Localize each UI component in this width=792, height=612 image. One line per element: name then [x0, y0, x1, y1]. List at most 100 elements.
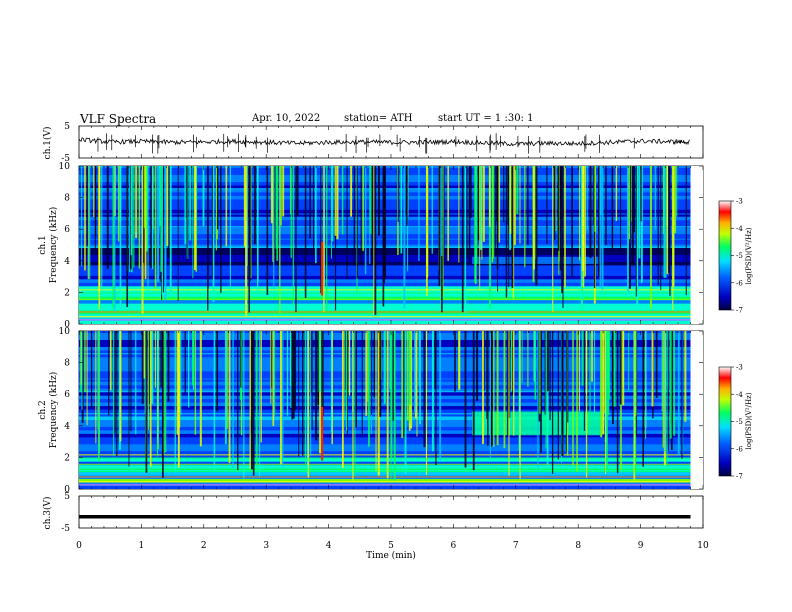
sferic-streak — [503, 331, 506, 449]
sferic-streak — [373, 166, 375, 315]
sferic-streak — [159, 166, 161, 226]
y-tick-label: 6 — [64, 390, 70, 400]
sferic-streak — [546, 166, 548, 244]
sferic-streak — [272, 331, 275, 426]
sferic-streak — [291, 331, 294, 420]
spectrogram-line — [79, 246, 703, 248]
sferic-streak — [270, 331, 273, 388]
sferic-streak — [87, 166, 90, 280]
sferic-streak — [604, 331, 606, 414]
ch1-waveform — [78, 133, 690, 154]
sferic-streak — [309, 166, 311, 239]
spectrogram-line — [79, 316, 703, 318]
sferic-streak — [663, 166, 666, 278]
sferic-streak — [151, 166, 154, 270]
sferic-streak — [567, 331, 569, 423]
sferic-streak — [602, 331, 605, 435]
sferic-streak — [664, 331, 666, 452]
spectrogram-row — [79, 188, 703, 193]
spectrogram-line — [79, 481, 703, 483]
sferic-streak — [666, 331, 668, 468]
spectrogram-row — [79, 216, 703, 221]
sferic-streak — [488, 166, 491, 228]
sferic-streak — [401, 331, 404, 439]
sferic-streak — [128, 331, 130, 467]
spectrogram-row — [79, 223, 703, 228]
sferic-streak — [375, 331, 377, 472]
sferic-streak — [620, 166, 622, 252]
sferic-streak — [546, 331, 549, 465]
sferic-streak — [320, 166, 322, 294]
colorbar-tick-label: -7 — [736, 307, 743, 315]
sferic-streak — [496, 331, 499, 446]
sferic-streak — [245, 166, 248, 316]
spectrogram-line — [79, 311, 703, 313]
sferic-streak — [674, 166, 677, 234]
sferic-streak — [640, 166, 643, 284]
sferic-streak — [377, 331, 380, 476]
sferic-streak — [482, 166, 485, 242]
sferic-streak — [379, 331, 382, 417]
sferic-streak — [552, 166, 554, 312]
x-axis-label: Time (min) — [366, 550, 416, 561]
sferic-streak — [292, 331, 295, 419]
sferic-streak — [176, 331, 179, 435]
sferic-streak — [431, 331, 434, 452]
sferic-streak — [348, 331, 351, 396]
sferic-streak — [164, 166, 167, 301]
spectrogram-row — [79, 292, 703, 297]
sferic-streak — [246, 166, 249, 266]
sferic-streak — [167, 166, 170, 258]
sferic-streak — [393, 331, 396, 481]
sferic-streak — [350, 166, 353, 217]
sferic-streak — [535, 166, 538, 286]
sferic-streak — [164, 331, 167, 453]
ch2-colorbar-label: log(PSD)(V²/Hz) — [745, 392, 753, 449]
spectrogram-row — [79, 296, 703, 301]
colorbar-tick-label: -4 — [736, 391, 743, 399]
spectrogram-row — [79, 289, 703, 294]
sferic-streak — [109, 331, 112, 391]
sferic-streak — [192, 166, 194, 279]
sferic-streak — [207, 166, 209, 311]
sferic-streak — [334, 166, 337, 311]
sferic-streak — [145, 331, 148, 473]
colorbar-tick-label: -5 — [736, 418, 743, 426]
station-label: station= ATH — [344, 113, 413, 124]
bright-spike — [321, 241, 324, 296]
colorbar-tick-label: -6 — [736, 445, 743, 453]
sferic-streak — [489, 166, 492, 309]
sferic-streak — [331, 331, 334, 445]
sferic-streak — [664, 166, 667, 278]
sferic-streak — [81, 331, 83, 410]
sferic-streak — [605, 166, 607, 245]
sferic-streak — [472, 331, 475, 471]
spectrogram-row — [79, 178, 703, 182]
sferic-streak — [249, 331, 251, 470]
sferic-streak — [512, 166, 515, 299]
sferic-streak — [243, 331, 245, 479]
sferic-streak — [581, 166, 585, 271]
sferic-streak — [108, 331, 110, 416]
sferic-streak — [641, 166, 643, 283]
sferic-streak — [371, 166, 374, 265]
sferic-streak — [290, 166, 292, 258]
sferic-streak — [545, 331, 547, 448]
x-tick-label: 3 — [263, 541, 269, 551]
colorbar-tick-label: -3 — [736, 364, 743, 372]
sferic-streak — [496, 166, 498, 222]
sferic-streak — [516, 166, 519, 215]
sferic-streak — [642, 331, 644, 467]
sferic-streak — [199, 331, 202, 447]
y-tick-label: -5 — [61, 154, 70, 164]
sferic-streak — [389, 331, 391, 389]
sferic-streak — [255, 331, 258, 468]
sferic-streak — [633, 331, 636, 481]
sferic-streak — [589, 166, 592, 258]
spectrogram-row — [79, 251, 703, 255]
sferic-streak — [486, 331, 488, 419]
sferic-streak — [150, 166, 153, 268]
sferic-streak — [133, 166, 135, 268]
y-tick-label: 0 — [64, 485, 70, 495]
spectrogram-row — [79, 313, 703, 318]
